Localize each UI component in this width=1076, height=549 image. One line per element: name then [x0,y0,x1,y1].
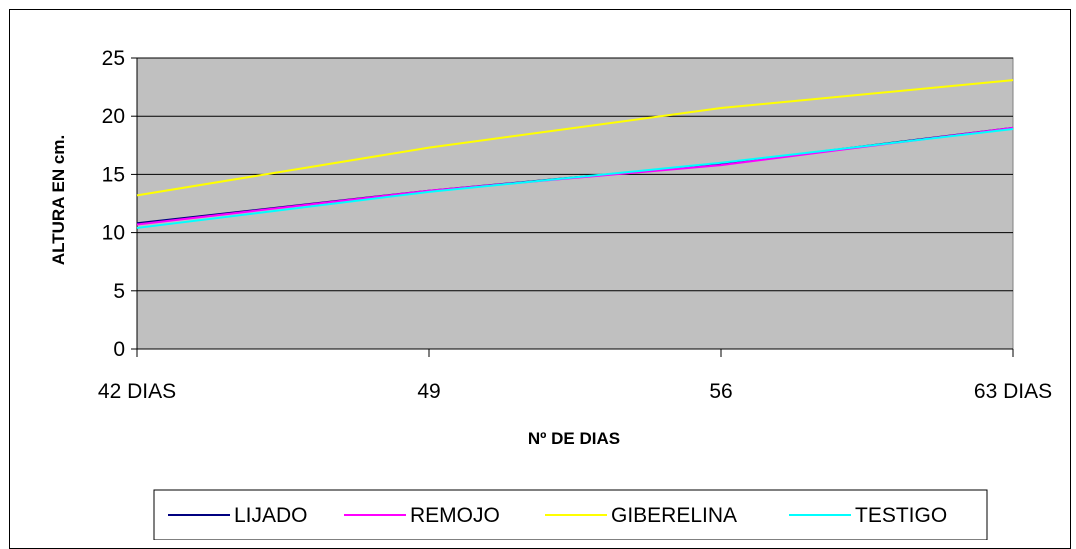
legend-label: TESTIGO [855,504,947,527]
x-tick-label: 49 [417,380,440,403]
series-lines [136,79,1014,229]
y-tick-label: 15 [102,163,125,186]
y-tick-label: 10 [102,222,125,245]
x-tick-label: 63 DIAS [974,380,1052,403]
legend: LIJADO REMOJO GIBERELINA TESTIGO [153,489,988,540]
y-tick-label: 20 [102,105,125,128]
legend-label: LIJADO [234,504,308,527]
axes [131,57,1014,357]
y-tick-label: 5 [113,280,125,303]
plot-area [136,57,1014,350]
series-line-testigo [136,128,1014,229]
y-axis-title: ALTURA EN cm. [49,135,68,265]
gridlines [137,57,1013,292]
x-axis-title: Nº DE DIAS [528,429,620,448]
legend-label: REMOJO [410,504,500,527]
y-tick-labels: 0 5 10 15 20 25 [102,47,125,361]
series-line-giberelina [136,79,1014,197]
x-tick-labels: 42 DIAS 49 56 63 DIAS [98,380,1052,403]
x-tick-label: 56 [709,380,732,403]
x-tick-label: 42 DIAS [98,380,176,403]
y-tick-label: 0 [113,338,125,361]
y-tick-label: 25 [102,47,125,70]
legend-label: GIBERELINA [611,504,737,527]
